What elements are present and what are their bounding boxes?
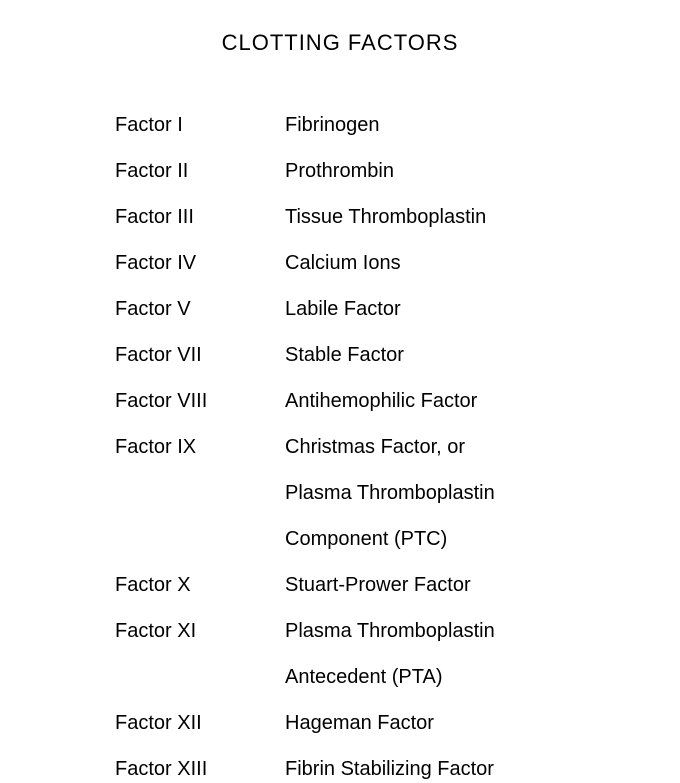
table-row: Factor IFibrinogen <box>115 111 680 139</box>
factor-label: Factor VII <box>115 341 285 369</box>
factor-label: Factor III <box>115 203 285 231</box>
table-row: Factor IXChristmas Factor, or Plasma Thro… <box>115 433 680 553</box>
factor-name: Christmas Factor, or Plasma Thromboplasti… <box>285 433 495 553</box>
table-row: Factor VLabile Factor <box>115 295 680 323</box>
table-row: Factor XIIIFibrin Stabilizing Factor <box>115 755 680 783</box>
factor-name-line: Plasma Thromboplastin <box>285 479 495 507</box>
factor-label: Factor I <box>115 111 285 139</box>
factor-name: Stable Factor <box>285 341 404 369</box>
factor-label: Factor V <box>115 295 285 323</box>
table-row: Factor XIPlasma Thromboplastin Antecedent… <box>115 617 680 691</box>
factor-name: Calcium Ions <box>285 249 401 277</box>
factor-label: Factor XII <box>115 709 285 737</box>
factor-name: Prothrombin <box>285 157 394 185</box>
table-row: Factor XIIHageman Factor <box>115 709 680 737</box>
factor-label: Factor II <box>115 157 285 185</box>
table-row: Factor IIProthrombin <box>115 157 680 185</box>
factor-label: Factor X <box>115 571 285 599</box>
table-row: Factor XStuart-Prower Factor <box>115 571 680 599</box>
factor-name: Labile Factor <box>285 295 401 323</box>
factor-name: Stuart-Prower Factor <box>285 571 471 599</box>
table-row: Factor IIITissue Thromboplastin <box>115 203 680 231</box>
factor-name-line: Plasma Thromboplastin <box>285 617 495 645</box>
factor-label: Factor IV <box>115 249 285 277</box>
factor-name: Hageman Factor <box>285 709 434 737</box>
factor-name: Tissue Thromboplastin <box>285 203 486 231</box>
factor-name-line: Christmas Factor, or <box>285 433 495 461</box>
table-row: Factor IVCalcium Ions <box>115 249 680 277</box>
factor-name: Fibrin Stabilizing Factor <box>285 755 494 783</box>
factor-name-line: Component (PTC) <box>285 525 495 553</box>
factor-name: Plasma Thromboplastin Antecedent (PTA) <box>285 617 495 691</box>
factor-label: Factor XIII <box>115 755 285 783</box>
factor-name-line: Antecedent (PTA) <box>285 663 495 691</box>
table-row: Factor VIIIAntihemophilic Factor <box>115 387 680 415</box>
factor-label: Factor IX <box>115 433 285 553</box>
clotting-factors-table: Factor IFibrinogenFactor IIProthrombinFa… <box>0 111 680 783</box>
factor-name: Fibrinogen <box>285 111 380 139</box>
factor-label: Factor XI <box>115 617 285 691</box>
factor-name: Antihemophilic Factor <box>285 387 477 415</box>
factor-label: Factor VIII <box>115 387 285 415</box>
page-title: CLOTTING FACTORS <box>0 30 680 56</box>
table-row: Factor VIIStable Factor <box>115 341 680 369</box>
